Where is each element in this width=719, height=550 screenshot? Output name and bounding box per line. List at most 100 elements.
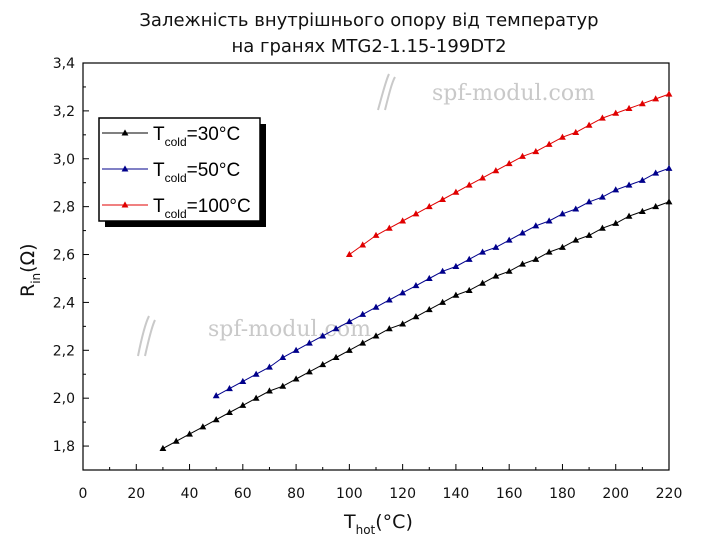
y-tick-label: 2,6 (53, 248, 75, 264)
x-tick-label: 160 (496, 486, 523, 502)
data-point-marker (412, 210, 420, 217)
series-layer (159, 90, 673, 451)
data-point-marker (519, 152, 526, 159)
watermark-logo-top: spf-modul.com (377, 73, 595, 111)
data-point-marker (439, 267, 447, 274)
data-point-marker (638, 176, 646, 183)
x-tick-label: 40 (181, 486, 199, 502)
data-point-marker (345, 250, 353, 258)
data-point-marker (452, 291, 460, 298)
data-point-marker (239, 377, 247, 384)
x-tick-label: 180 (549, 486, 576, 502)
x-tick-label: 120 (389, 486, 416, 502)
y-tick-label: 2,4 (53, 295, 75, 311)
data-point-marker (519, 260, 526, 267)
data-point-marker (585, 121, 593, 128)
data-point-marker (479, 174, 486, 181)
x-axis-label: Thot(°C) (343, 511, 413, 537)
data-point-marker (412, 282, 420, 289)
data-point-marker (625, 212, 633, 219)
data-point-marker (505, 267, 513, 274)
data-point-marker (439, 195, 447, 202)
x-tick-label: 100 (336, 486, 363, 502)
data-point-marker (652, 203, 660, 210)
data-point-marker (292, 375, 300, 382)
data-point-marker (412, 313, 420, 320)
data-point-marker (585, 198, 593, 205)
data-point-marker (545, 140, 553, 147)
y-tick-label: 3,4 (53, 56, 75, 72)
x-tick-label: 0 (79, 486, 88, 502)
data-point-marker (359, 339, 367, 346)
data-point-marker (532, 147, 540, 155)
data-point-marker (159, 444, 167, 451)
data-point-marker (638, 100, 646, 107)
y-tick-label: 2,8 (53, 200, 75, 216)
data-point-marker (385, 325, 393, 332)
data-point-marker (332, 353, 340, 360)
legend-marker (121, 201, 129, 208)
data-point-marker (492, 272, 500, 279)
x-tick-label: 200 (602, 486, 629, 502)
data-point-marker (425, 274, 433, 281)
x-tick-label: 220 (656, 486, 683, 502)
data-point-marker (425, 203, 433, 210)
data-point-marker (425, 305, 433, 313)
data-point-marker (665, 90, 673, 97)
y-tick-label: 3,2 (53, 104, 75, 120)
data-point-marker (319, 361, 327, 368)
data-point-marker (172, 437, 180, 444)
data-point-marker (492, 243, 500, 250)
legend-label: Tcold=100°C (153, 196, 251, 221)
data-point-marker (252, 370, 260, 377)
data-point-marker (572, 205, 580, 212)
data-point-marker (598, 193, 606, 200)
data-point-marker (226, 408, 233, 416)
chart-title-line-1: Залежність внутрішнього опору від темпер… (139, 10, 598, 31)
data-point-marker (266, 363, 273, 370)
data-point-marker (465, 255, 473, 262)
data-point-marker (212, 416, 220, 423)
y-tick-label: 1,8 (53, 439, 75, 455)
x-tick-label: 20 (127, 486, 145, 502)
data-point-marker (385, 296, 393, 303)
data-point-marker (638, 207, 646, 214)
data-point-marker (519, 229, 526, 236)
data-point-marker (359, 310, 367, 317)
y-tick-label: 2,2 (53, 343, 75, 359)
data-point-marker (239, 401, 247, 408)
legend-marker (121, 129, 129, 136)
data-point-marker (345, 317, 353, 325)
watermark-logo-middle: spf-modul.com (137, 315, 371, 357)
data-point-marker (226, 385, 233, 392)
data-point-marker (572, 128, 580, 135)
data-point-marker (598, 224, 606, 231)
data-point-marker (492, 167, 500, 174)
x-tick-label: 60 (234, 486, 252, 502)
data-point-marker (479, 279, 486, 286)
data-point-marker (199, 423, 207, 430)
data-point-marker (439, 298, 447, 305)
data-point-marker (319, 332, 327, 339)
data-point-marker (545, 248, 553, 255)
legend: Tcold=30°C Tcold=50°C Tcold=100°C (98, 117, 266, 227)
data-point-marker (652, 169, 660, 176)
data-point-marker (452, 262, 460, 270)
data-point-marker (652, 95, 660, 102)
data-point-marker (505, 159, 513, 167)
data-point-marker (266, 387, 273, 394)
y-tick-label: 3,0 (53, 152, 75, 168)
y-tick-label: 2,0 (53, 391, 75, 407)
data-point-marker (372, 332, 380, 339)
watermark-text-top: spf-modul.com (432, 81, 595, 106)
data-point-marker (332, 325, 340, 332)
x-tick-label: 140 (443, 486, 470, 502)
data-point-marker (465, 286, 473, 293)
data-point-marker (465, 181, 473, 188)
data-point-marker (665, 198, 673, 205)
data-point-marker (559, 243, 566, 250)
data-point-marker (399, 217, 407, 224)
data-point-marker (212, 392, 220, 399)
data-point-marker (598, 114, 606, 121)
